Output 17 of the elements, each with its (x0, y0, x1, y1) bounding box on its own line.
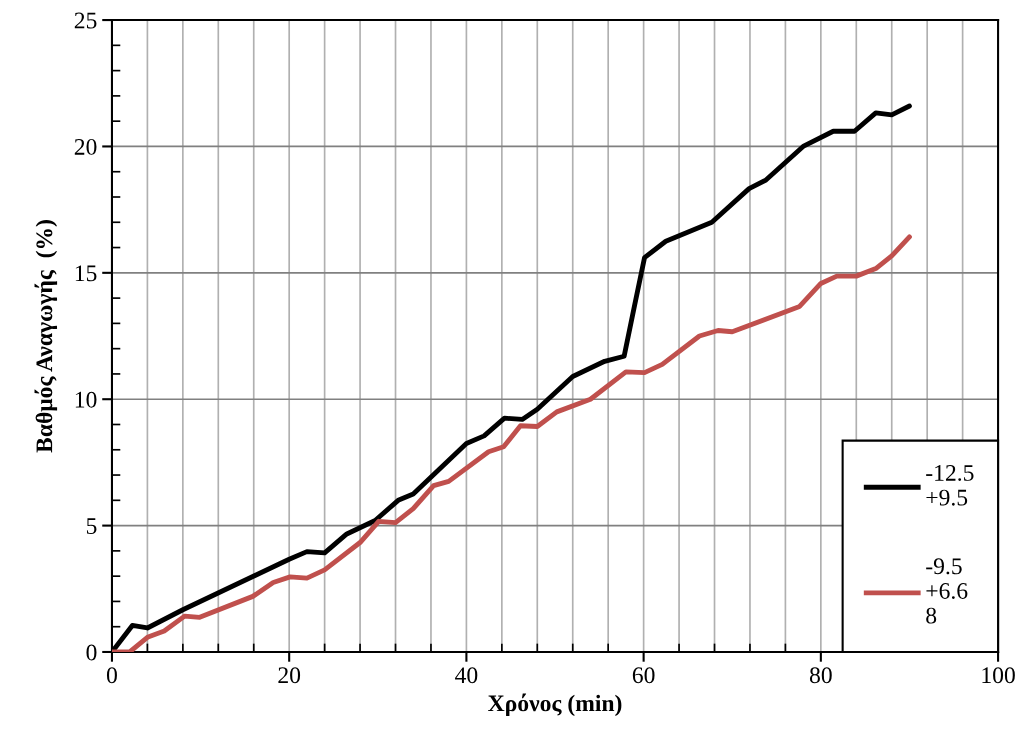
x-tick-label: 100 (982, 667, 1015, 684)
y-tick-label: 15 (75, 265, 97, 282)
x-tick-label: 40 (455, 667, 478, 684)
y-tick-label: 20 (74, 138, 97, 155)
x-tick-label: 80 (809, 667, 832, 684)
line-series (111, 234, 912, 652)
y-tick-label: 10 (75, 391, 97, 408)
x-tick-label: 60 (632, 667, 655, 684)
x-tick-label: 0 (106, 667, 117, 684)
y-tick-label: 5 (86, 518, 97, 535)
x-tick-label: 20 (278, 667, 301, 684)
y-tick-label: 25 (74, 12, 97, 29)
x-axis-title: Χρόνος (min) (488, 693, 622, 717)
y-axis-title: Βαθμός Αναγωγής (%) (34, 220, 58, 453)
y-tick-label: 0 (86, 644, 97, 661)
legend-label: -12.5 +9.5 (926, 465, 974, 506)
legend-label: -9.5 +6.6 8 (926, 558, 968, 624)
